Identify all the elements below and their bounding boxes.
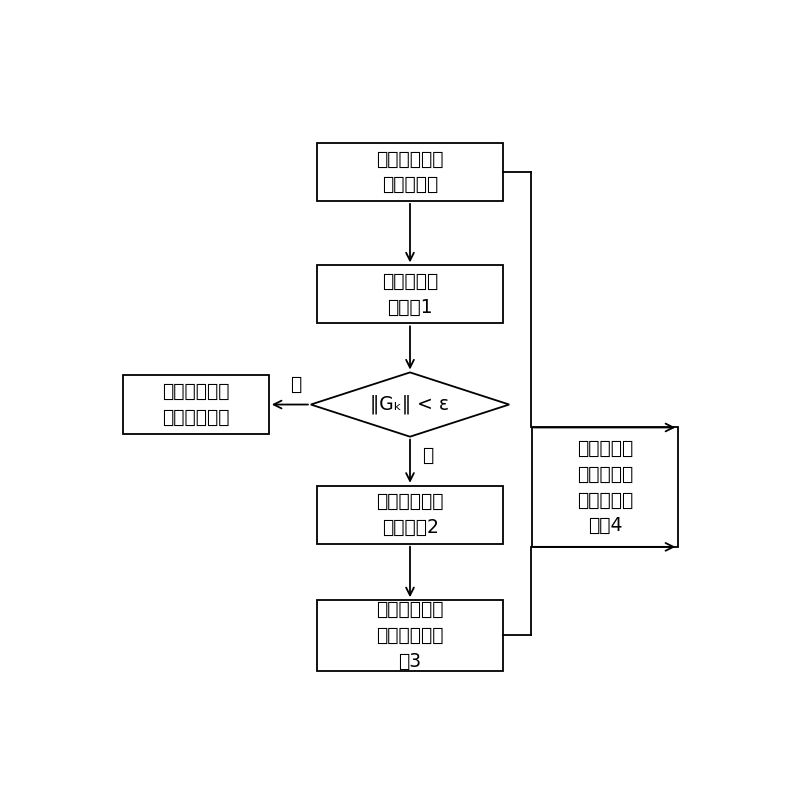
FancyBboxPatch shape	[317, 266, 503, 324]
Text: 否: 否	[422, 446, 433, 465]
Text: 目标函数真实
下降值求解模
块3: 目标函数真实 下降值求解模 块3	[376, 600, 444, 670]
FancyBboxPatch shape	[123, 375, 269, 433]
Text: ‖Gₖ‖ < ε: ‖Gₖ‖ < ε	[370, 395, 450, 414]
FancyBboxPatch shape	[317, 600, 503, 670]
FancyBboxPatch shape	[533, 428, 678, 547]
Text: 等值模型拟
合模块1: 等值模型拟 合模块1	[382, 272, 438, 316]
Text: 信赖域子问题
求解模块2: 信赖域子问题 求解模块2	[376, 492, 444, 537]
FancyBboxPatch shape	[317, 143, 503, 201]
FancyBboxPatch shape	[317, 486, 503, 544]
Text: 网络基础数据
及初值准备: 网络基础数据 及初值准备	[376, 149, 444, 194]
Text: 目标函数搜
索步长和搜
索方向调整
模块4: 目标函数搜 索步长和搜 索方向调整 模块4	[577, 439, 634, 535]
Text: 是: 是	[290, 374, 301, 394]
Text: 计算供电充裕
度指标并输出: 计算供电充裕 度指标并输出	[162, 382, 230, 427]
Polygon shape	[310, 372, 510, 436]
